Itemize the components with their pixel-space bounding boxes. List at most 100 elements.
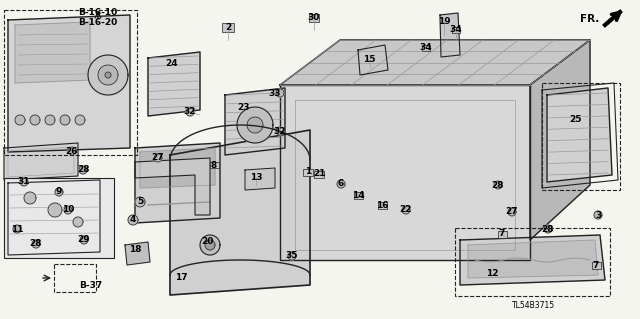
Polygon shape [68, 147, 76, 155]
Bar [222, 23, 234, 32]
Text: TL54B3715: TL54B3715 [513, 301, 556, 310]
Bar [378, 202, 387, 209]
Polygon shape [135, 143, 220, 223]
Polygon shape [8, 180, 100, 255]
Polygon shape [288, 252, 296, 260]
Text: 7: 7 [593, 261, 599, 270]
Polygon shape [544, 225, 552, 233]
Text: 7: 7 [499, 229, 505, 239]
Text: 13: 13 [250, 173, 262, 182]
Text: 24: 24 [166, 58, 179, 68]
Polygon shape [440, 13, 460, 57]
Polygon shape [88, 55, 128, 95]
Bar [354, 192, 363, 199]
Bar [4, 10, 137, 155]
Bar [452, 27, 460, 33]
Polygon shape [547, 88, 612, 182]
Text: 20: 20 [201, 238, 213, 247]
Text: 35: 35 [285, 251, 298, 261]
Bar [422, 45, 430, 51]
Polygon shape [135, 158, 210, 215]
Polygon shape [140, 148, 215, 188]
Polygon shape [80, 236, 88, 244]
Bar [592, 262, 601, 269]
Bar [4, 178, 114, 258]
Text: 4: 4 [130, 216, 136, 225]
Polygon shape [245, 168, 275, 190]
Polygon shape [15, 22, 90, 83]
Polygon shape [200, 235, 220, 255]
Text: 2: 2 [225, 23, 231, 32]
Polygon shape [30, 115, 40, 125]
Text: 27: 27 [506, 207, 518, 217]
Text: 11: 11 [11, 225, 23, 234]
Polygon shape [20, 178, 28, 186]
Bar [202, 239, 212, 246]
Text: 33: 33 [269, 88, 281, 98]
Polygon shape [60, 115, 70, 125]
Polygon shape [4, 143, 78, 180]
Polygon shape [280, 85, 530, 260]
Polygon shape [170, 130, 310, 295]
Polygon shape [8, 15, 130, 152]
Text: 29: 29 [77, 235, 90, 244]
Polygon shape [186, 108, 194, 116]
Polygon shape [276, 89, 284, 97]
Polygon shape [125, 242, 150, 265]
Text: 34: 34 [450, 26, 462, 34]
Polygon shape [460, 235, 605, 285]
Text: 25: 25 [570, 115, 582, 123]
Polygon shape [98, 65, 118, 85]
Bar [303, 169, 313, 176]
Text: 22: 22 [400, 205, 412, 214]
Bar [542, 83, 620, 190]
Polygon shape [247, 117, 263, 133]
Polygon shape [135, 197, 145, 207]
Text: 1: 1 [305, 167, 311, 176]
Bar [54, 264, 96, 292]
Text: 19: 19 [438, 17, 451, 26]
Polygon shape [225, 88, 285, 155]
Polygon shape [15, 115, 25, 125]
Bar [210, 162, 219, 168]
Bar [498, 231, 507, 238]
Polygon shape [32, 240, 40, 248]
Polygon shape [64, 206, 72, 214]
Bar [314, 171, 324, 178]
Polygon shape [468, 240, 598, 278]
Polygon shape [237, 107, 273, 143]
Text: 10: 10 [62, 205, 74, 214]
Text: 30: 30 [308, 13, 320, 23]
Text: 15: 15 [363, 55, 375, 63]
Polygon shape [45, 115, 55, 125]
Polygon shape [280, 40, 590, 85]
Text: 28: 28 [492, 181, 504, 189]
Text: 27: 27 [152, 153, 164, 162]
Text: 12: 12 [486, 270, 499, 278]
Bar [309, 14, 319, 22]
Text: 9: 9 [56, 188, 62, 197]
Polygon shape [48, 203, 62, 217]
Polygon shape [276, 127, 284, 135]
Polygon shape [358, 45, 388, 75]
Polygon shape [337, 180, 345, 188]
Text: 21: 21 [313, 169, 325, 179]
Polygon shape [148, 52, 200, 116]
Text: 23: 23 [237, 103, 250, 113]
Polygon shape [494, 181, 502, 189]
Polygon shape [530, 40, 590, 240]
Bar [455, 228, 610, 296]
Text: 8: 8 [211, 160, 217, 169]
Polygon shape [594, 211, 602, 219]
Text: 16: 16 [376, 201, 388, 210]
Text: 17: 17 [175, 273, 188, 283]
Text: 34: 34 [420, 43, 432, 53]
Text: 14: 14 [352, 190, 364, 199]
Polygon shape [55, 188, 63, 196]
Polygon shape [13, 225, 21, 233]
Text: 28: 28 [29, 240, 42, 249]
Polygon shape [24, 192, 36, 204]
Polygon shape [205, 240, 215, 250]
Polygon shape [402, 206, 410, 214]
Text: 31: 31 [18, 177, 30, 187]
